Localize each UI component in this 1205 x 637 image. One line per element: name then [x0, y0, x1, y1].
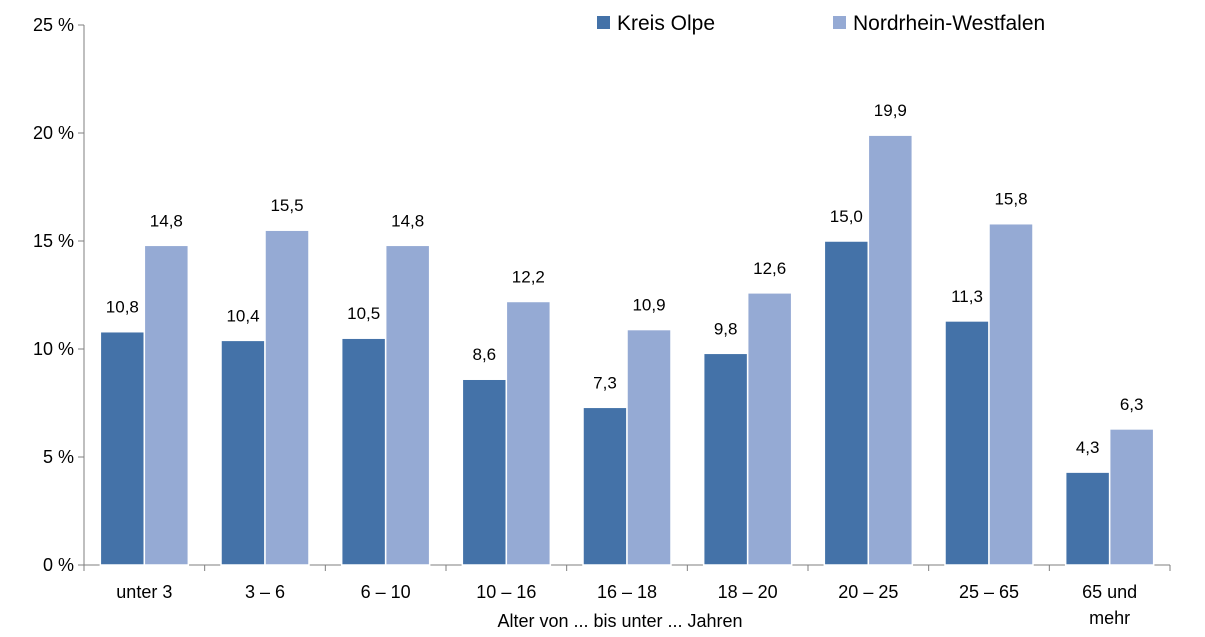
bar-nrw — [143, 244, 190, 566]
x-category-label: 10 – 16 — [476, 582, 536, 602]
legend-swatch — [597, 16, 610, 29]
y-tick-label: 15 % — [33, 231, 74, 251]
data-label: 14,8 — [150, 211, 183, 230]
bar-nrw — [867, 134, 914, 566]
data-label: 15,0 — [830, 207, 863, 226]
x-category-label: unter 3 — [116, 582, 172, 602]
x-category-label: 25 – 65 — [959, 582, 1019, 602]
x-axis-title: Alter von ... bis unter ... Jahren — [497, 611, 742, 631]
bar-nrw — [746, 292, 793, 566]
data-label: 10,4 — [226, 306, 259, 325]
data-label: 11,3 — [951, 287, 983, 306]
bars — [99, 134, 1155, 566]
legend-swatch — [833, 16, 846, 29]
y-tick-label: 5 % — [43, 447, 74, 467]
bar-nrw — [626, 328, 672, 566]
bar-kreis-olpe — [461, 378, 508, 566]
bar-nrw — [1108, 428, 1155, 566]
x-category-label: 20 – 25 — [838, 582, 898, 602]
bar-nrw — [505, 300, 552, 566]
data-label: 14,8 — [391, 211, 424, 230]
data-label: 7,3 — [593, 373, 617, 392]
legend-label: Kreis Olpe — [617, 12, 715, 35]
legend-label: Nordrhein-Westfalen — [853, 12, 1045, 35]
x-category-label: 6 – 10 — [361, 582, 411, 602]
data-labels: 10,8 14,8 10,4 15,5 10,5 14,8 8,6 12,2 7,3 10,9 9,… — [106, 101, 1144, 457]
x-category-label: 18 – 20 — [718, 582, 778, 602]
data-label: 8,6 — [473, 345, 497, 364]
data-label: 19,9 — [874, 101, 907, 120]
data-label: 12,2 — [512, 267, 545, 286]
bar-kreis-olpe — [99, 330, 146, 566]
data-label: 10,8 — [106, 298, 139, 317]
legend: Kreis Olpe Nordrhein-Westfalen — [597, 12, 1045, 35]
x-category-label: 65 und mehr — [1082, 582, 1137, 628]
data-label: 10,9 — [632, 296, 665, 315]
data-label: 6,3 — [1120, 395, 1144, 414]
bar-nrw — [988, 222, 1034, 566]
x-category-label: 16 – 18 — [597, 582, 657, 602]
data-label: 10,5 — [347, 304, 380, 323]
bar-kreis-olpe — [582, 406, 628, 566]
y-tick-label: 10 % — [33, 339, 74, 359]
data-label: 15,5 — [270, 196, 303, 215]
bar-kreis-olpe — [702, 352, 749, 566]
x-category-label: 3 – 6 — [245, 582, 285, 602]
bar-kreis-olpe — [944, 320, 990, 566]
bar-nrw — [384, 244, 431, 566]
bar-kreis-olpe — [823, 240, 870, 566]
data-label: 9,8 — [714, 319, 738, 338]
y-tick-label: 20 % — [33, 123, 74, 143]
bar-nrw — [264, 229, 310, 566]
bar-kreis-olpe — [1064, 471, 1111, 566]
data-label: 4,3 — [1076, 438, 1100, 457]
x-axis: unter 3 3 – 6 6 – 10 10 – 16 16 – 18 18 – 20 2… — [78, 564, 1171, 628]
y-axis: 0 % 5 % 10 % 15 % 20 % 25 % — [33, 15, 85, 575]
bar-kreis-olpe — [220, 339, 266, 566]
y-tick-label: 25 % — [33, 15, 74, 35]
data-label: 12,6 — [753, 259, 786, 278]
bar-kreis-olpe — [340, 337, 387, 566]
y-tick-label: 0 % — [43, 555, 74, 575]
data-label: 15,8 — [994, 190, 1027, 209]
